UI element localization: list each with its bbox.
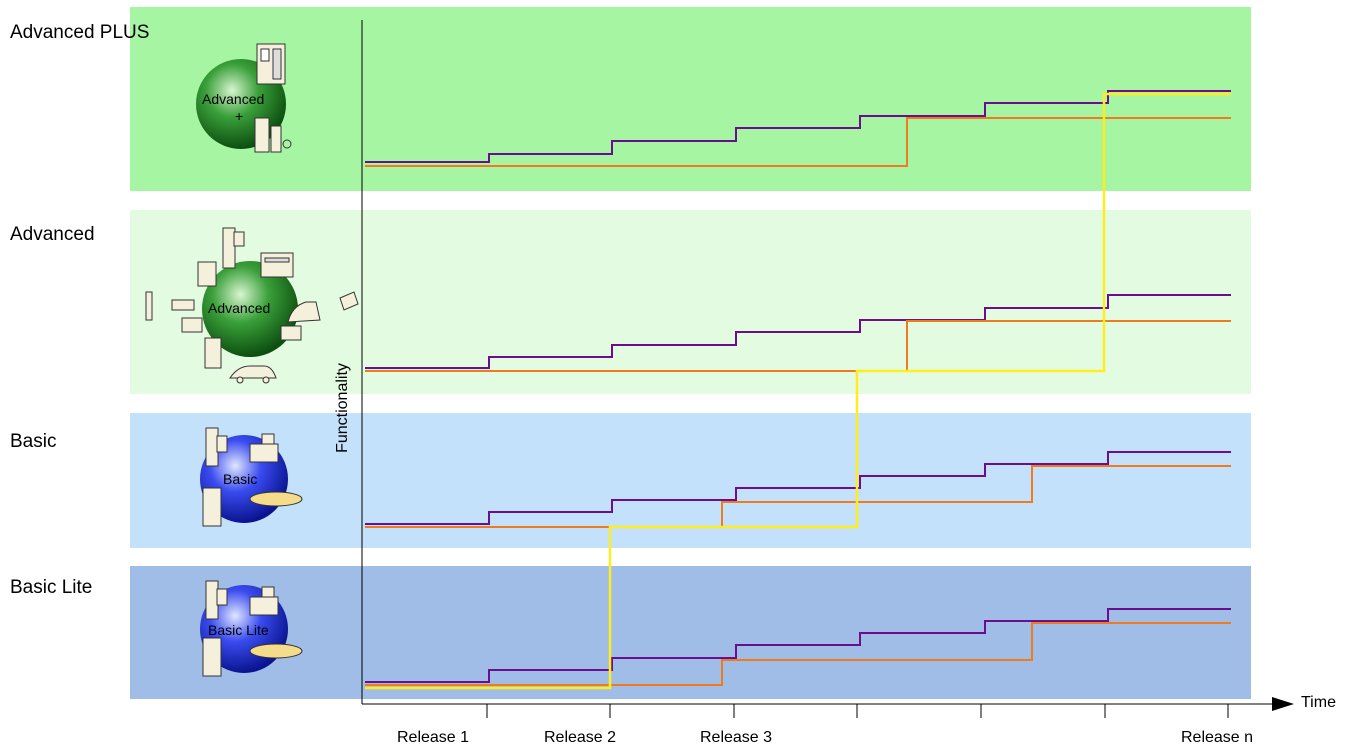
advanced-plus-badge-line-1: Advanced (202, 91, 265, 107)
band-label-advanced-plus: Advanced PLUS (10, 22, 150, 43)
gas-pump-icon (205, 427, 228, 467)
x-axis-ticks (486, 704, 1229, 718)
x-axis-arrow-icon (1272, 697, 1294, 711)
x-axis-title: Time (1301, 694, 1336, 711)
band-advanced (130, 210, 1251, 394)
basiclite-purple-line (365, 608, 1231, 683)
receipt-icon (202, 637, 222, 677)
band-label-basic-lite: Basic Lite (10, 577, 93, 598)
basiclite-orange-line (365, 622, 1231, 686)
tick-label-release-1: Release 1 (397, 729, 470, 746)
car-wash-icon (249, 643, 303, 659)
cash-register-icon (249, 586, 279, 616)
basic-badge-text: Basic (223, 471, 258, 487)
cash-register-icon (181, 261, 217, 333)
advplus-orange-line (365, 117, 1231, 167)
band-advanced-plus (130, 7, 1251, 191)
band-label-advanced: Advanced (10, 224, 95, 245)
band-basic-lite (130, 566, 1251, 699)
car-icon (287, 301, 321, 323)
y-axis-title: Functionality (334, 363, 351, 453)
gas-pump-icon (222, 227, 245, 269)
car-icon (229, 365, 277, 384)
adv-purple-line (365, 294, 1231, 369)
card-reader-icon (145, 291, 195, 321)
basic-orange-line (365, 465, 1231, 528)
cash-register-icon (249, 433, 279, 463)
car-wash-icon (260, 252, 294, 278)
advplus-purple-line (365, 90, 1231, 163)
fuel-nozzle-icon (339, 291, 359, 311)
gas-pump-icon (205, 580, 228, 620)
yellow-migration-line (365, 92, 1231, 690)
gas-pump-icon (254, 117, 292, 153)
band-basic (130, 413, 1251, 548)
advanced-plus-badge-line-2: + (235, 108, 244, 124)
receipt-icon (204, 325, 302, 369)
basic-purple-line (365, 451, 1231, 525)
tick-label-release-n: Release n (1181, 729, 1254, 746)
advanced-badge (145, 227, 359, 384)
basic-lite-badge (200, 580, 303, 677)
advanced-plus-badge (196, 43, 292, 153)
receipt-icon (202, 487, 222, 527)
tick-label-release-3: Release 3 (700, 729, 773, 746)
tick-label-release-2: Release 2 (544, 729, 617, 746)
pos-terminal-icon (256, 43, 286, 85)
basic-badge (200, 427, 303, 527)
band-label-basic: Basic (10, 431, 57, 452)
car-wash-icon (249, 491, 303, 507)
advanced-badge-text: Advanced (208, 300, 271, 316)
adv-orange-line (365, 320, 1231, 372)
basic-lite-badge-text: Basic Lite (208, 622, 269, 638)
